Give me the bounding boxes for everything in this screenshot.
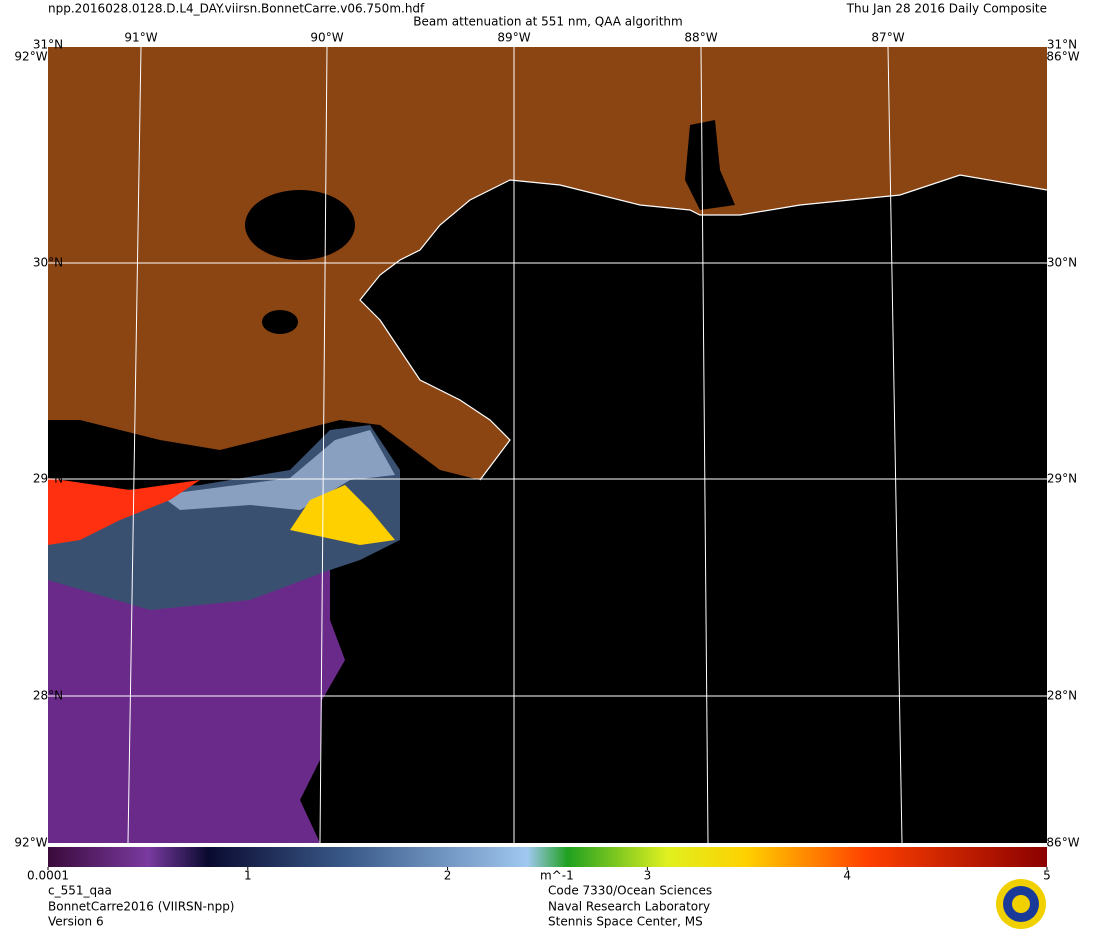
- colorbar-unit: m^-1: [540, 869, 574, 883]
- lake: [262, 310, 298, 334]
- lat-label: 29°N: [33, 472, 63, 486]
- lon-label: 91°W: [124, 31, 157, 45]
- land: [48, 47, 1047, 480]
- colorbar-tick-label: 2: [444, 869, 452, 883]
- date-label: Thu Jan 28 2016 Daily Composite: [846, 2, 1047, 16]
- lake: [245, 190, 355, 260]
- lat-label: 31°N: [33, 38, 63, 52]
- lat-label: 28°N: [33, 689, 63, 703]
- corner-label: 86°W: [1046, 50, 1079, 64]
- lon-label: 87°W: [871, 31, 904, 45]
- meridian: [887, 46, 903, 844]
- coastline: [359, 174, 1048, 481]
- colorbar-tick-label: 0.0001: [27, 869, 69, 883]
- colorbar: [48, 847, 1047, 867]
- footer-text: Naval Research Laboratory: [548, 900, 710, 914]
- bay: [685, 120, 735, 210]
- corner-label: 86°W: [1046, 836, 1079, 850]
- footer-text: Stennis Space Center, MS: [548, 915, 703, 929]
- corner-label: 92°W: [14, 50, 47, 64]
- lat-label: 31°N: [1047, 38, 1077, 52]
- lat-label: 29°N: [1047, 472, 1077, 486]
- meridian: [127, 46, 142, 844]
- footer-text: Version 6: [48, 915, 104, 929]
- lat-label: 30°N: [1047, 256, 1077, 270]
- colorbar-tick-label: 4: [843, 869, 851, 883]
- lon-label: 90°W: [310, 31, 343, 45]
- lon-label: 89°W: [497, 31, 530, 45]
- plume-hot: [48, 478, 200, 545]
- meridian: [319, 46, 328, 844]
- map-title: Beam attenuation at 551 nm, QAA algorith…: [413, 15, 682, 29]
- footer-text: Code 7330/Ocean Sciences: [548, 884, 712, 898]
- colorbar-tick-label: 5: [1043, 869, 1051, 883]
- lat-label: 28°N: [1047, 689, 1077, 703]
- plume-light: [160, 430, 395, 510]
- file-name: npp.2016028.0128.D.L4_DAY.viirsn.BonnetC…: [48, 2, 425, 16]
- plume-hot-2: [290, 485, 395, 545]
- footer: c_551_qaa BonnetCarre2016 (VIIRSN-npp) V…: [48, 884, 712, 929]
- colorbar-tick-label: 3: [644, 869, 652, 883]
- colorbar-tick-label: 1: [244, 869, 252, 883]
- footer-text: BonnetCarre2016 (VIIRSN-npp): [48, 900, 235, 914]
- lat-label: 30°N: [33, 256, 63, 270]
- purple-water: [48, 560, 345, 843]
- map-area: [47, 46, 1048, 844]
- corner-label: 92°W: [14, 836, 47, 850]
- nrl-logo: [996, 879, 1046, 929]
- lon-label: 88°W: [684, 31, 717, 45]
- footer-text: c_551_qaa: [48, 884, 112, 898]
- meridian: [700, 46, 709, 844]
